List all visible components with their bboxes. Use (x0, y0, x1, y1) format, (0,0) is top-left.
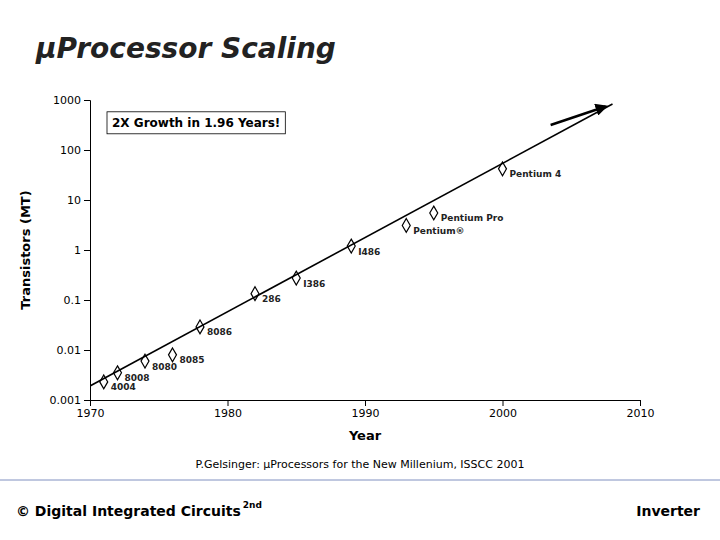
tick: 100 (60, 144, 90, 157)
tick: 2010 (627, 400, 655, 420)
tick: 1980 (214, 400, 242, 420)
point-label: 8086 (207, 327, 232, 337)
arrow (551, 107, 606, 126)
x-axis-title: Year (348, 428, 382, 443)
tick-label: 1 (74, 244, 81, 257)
point-label: I386 (303, 279, 325, 289)
x-axis: 1970 1980 1990 2000 2010 (77, 400, 655, 420)
tick: 1990 (352, 400, 380, 420)
tick-label: 2000 (489, 407, 517, 420)
tick-mark (84, 150, 90, 151)
tick: 1 (74, 244, 90, 257)
point-label: 8080 (152, 362, 177, 372)
point-label: Pentium 4 (510, 169, 562, 179)
tick-label: 0.01 (57, 344, 82, 357)
trend-line (90, 104, 613, 386)
footer-left: © Digital Integrated Circuits (16, 503, 241, 519)
tick: 0.001 (50, 394, 91, 407)
tick-mark (365, 400, 366, 406)
point-label: Pentium Pro (441, 213, 504, 223)
tick-mark (503, 400, 504, 406)
tick-label: 0.001 (50, 394, 82, 407)
tick-mark (640, 400, 641, 406)
point-label: 4004 (111, 382, 136, 392)
axis-line (84, 101, 91, 401)
tick-label: 1970 (77, 407, 105, 420)
point-labels: 4004800880808085 8086 286 I386 I486 Pentium® P… (111, 169, 561, 392)
tick-label: 1990 (352, 407, 380, 420)
point-label: 8008 (125, 373, 150, 383)
tick: 10 (67, 194, 90, 207)
annotation-text: 2X Growth in 1.96 Years! (112, 116, 280, 130)
caption: P.Gelsinger: μProcessors for the New Mil… (196, 458, 525, 471)
tick: 0.1 (64, 294, 91, 307)
tick-mark (84, 200, 90, 201)
title: μProcessor Scaling (35, 32, 336, 65)
y-axis: 0.001 0.01 0.1 1 10 100 1000 (50, 94, 91, 407)
tick-mark (228, 400, 229, 406)
tick-mark (84, 100, 90, 101)
tick-label: 10 (67, 194, 81, 207)
tick: 2000 (489, 400, 517, 420)
footer-right: Inverter (636, 503, 700, 519)
point-label: I486 (358, 247, 380, 257)
annotation-box (107, 112, 285, 134)
tick: 0.01 (57, 344, 91, 357)
axis-line (91, 401, 641, 407)
point-label: Pentium® (413, 226, 464, 236)
footer-left-super: 2nd (243, 500, 262, 510)
tick-mark (84, 250, 90, 251)
tick-label: 1000 (53, 94, 81, 107)
tick-label: 2010 (627, 407, 655, 420)
point-label: 286 (262, 294, 281, 304)
tick-mark (84, 300, 90, 301)
tick: 1000 (53, 94, 90, 107)
point-label: 8085 (180, 355, 205, 365)
tick-mark (84, 350, 90, 351)
y-axis-title: Transistors (MT) (18, 190, 33, 309)
annotation: 2X Growth in 1.96 Years! (107, 112, 285, 134)
point (169, 348, 177, 362)
tick-label: 100 (60, 144, 81, 157)
tick-label: 0.1 (64, 294, 82, 307)
point (430, 206, 438, 220)
point (402, 219, 410, 233)
tick-label: 1980 (214, 407, 242, 420)
plot-area (90, 104, 613, 389)
tick-mark (84, 400, 90, 401)
footer-rule (0, 480, 720, 481)
chart: μProcessor Scaling 1970 1980 1990 2000 2010 0.… (0, 0, 720, 540)
